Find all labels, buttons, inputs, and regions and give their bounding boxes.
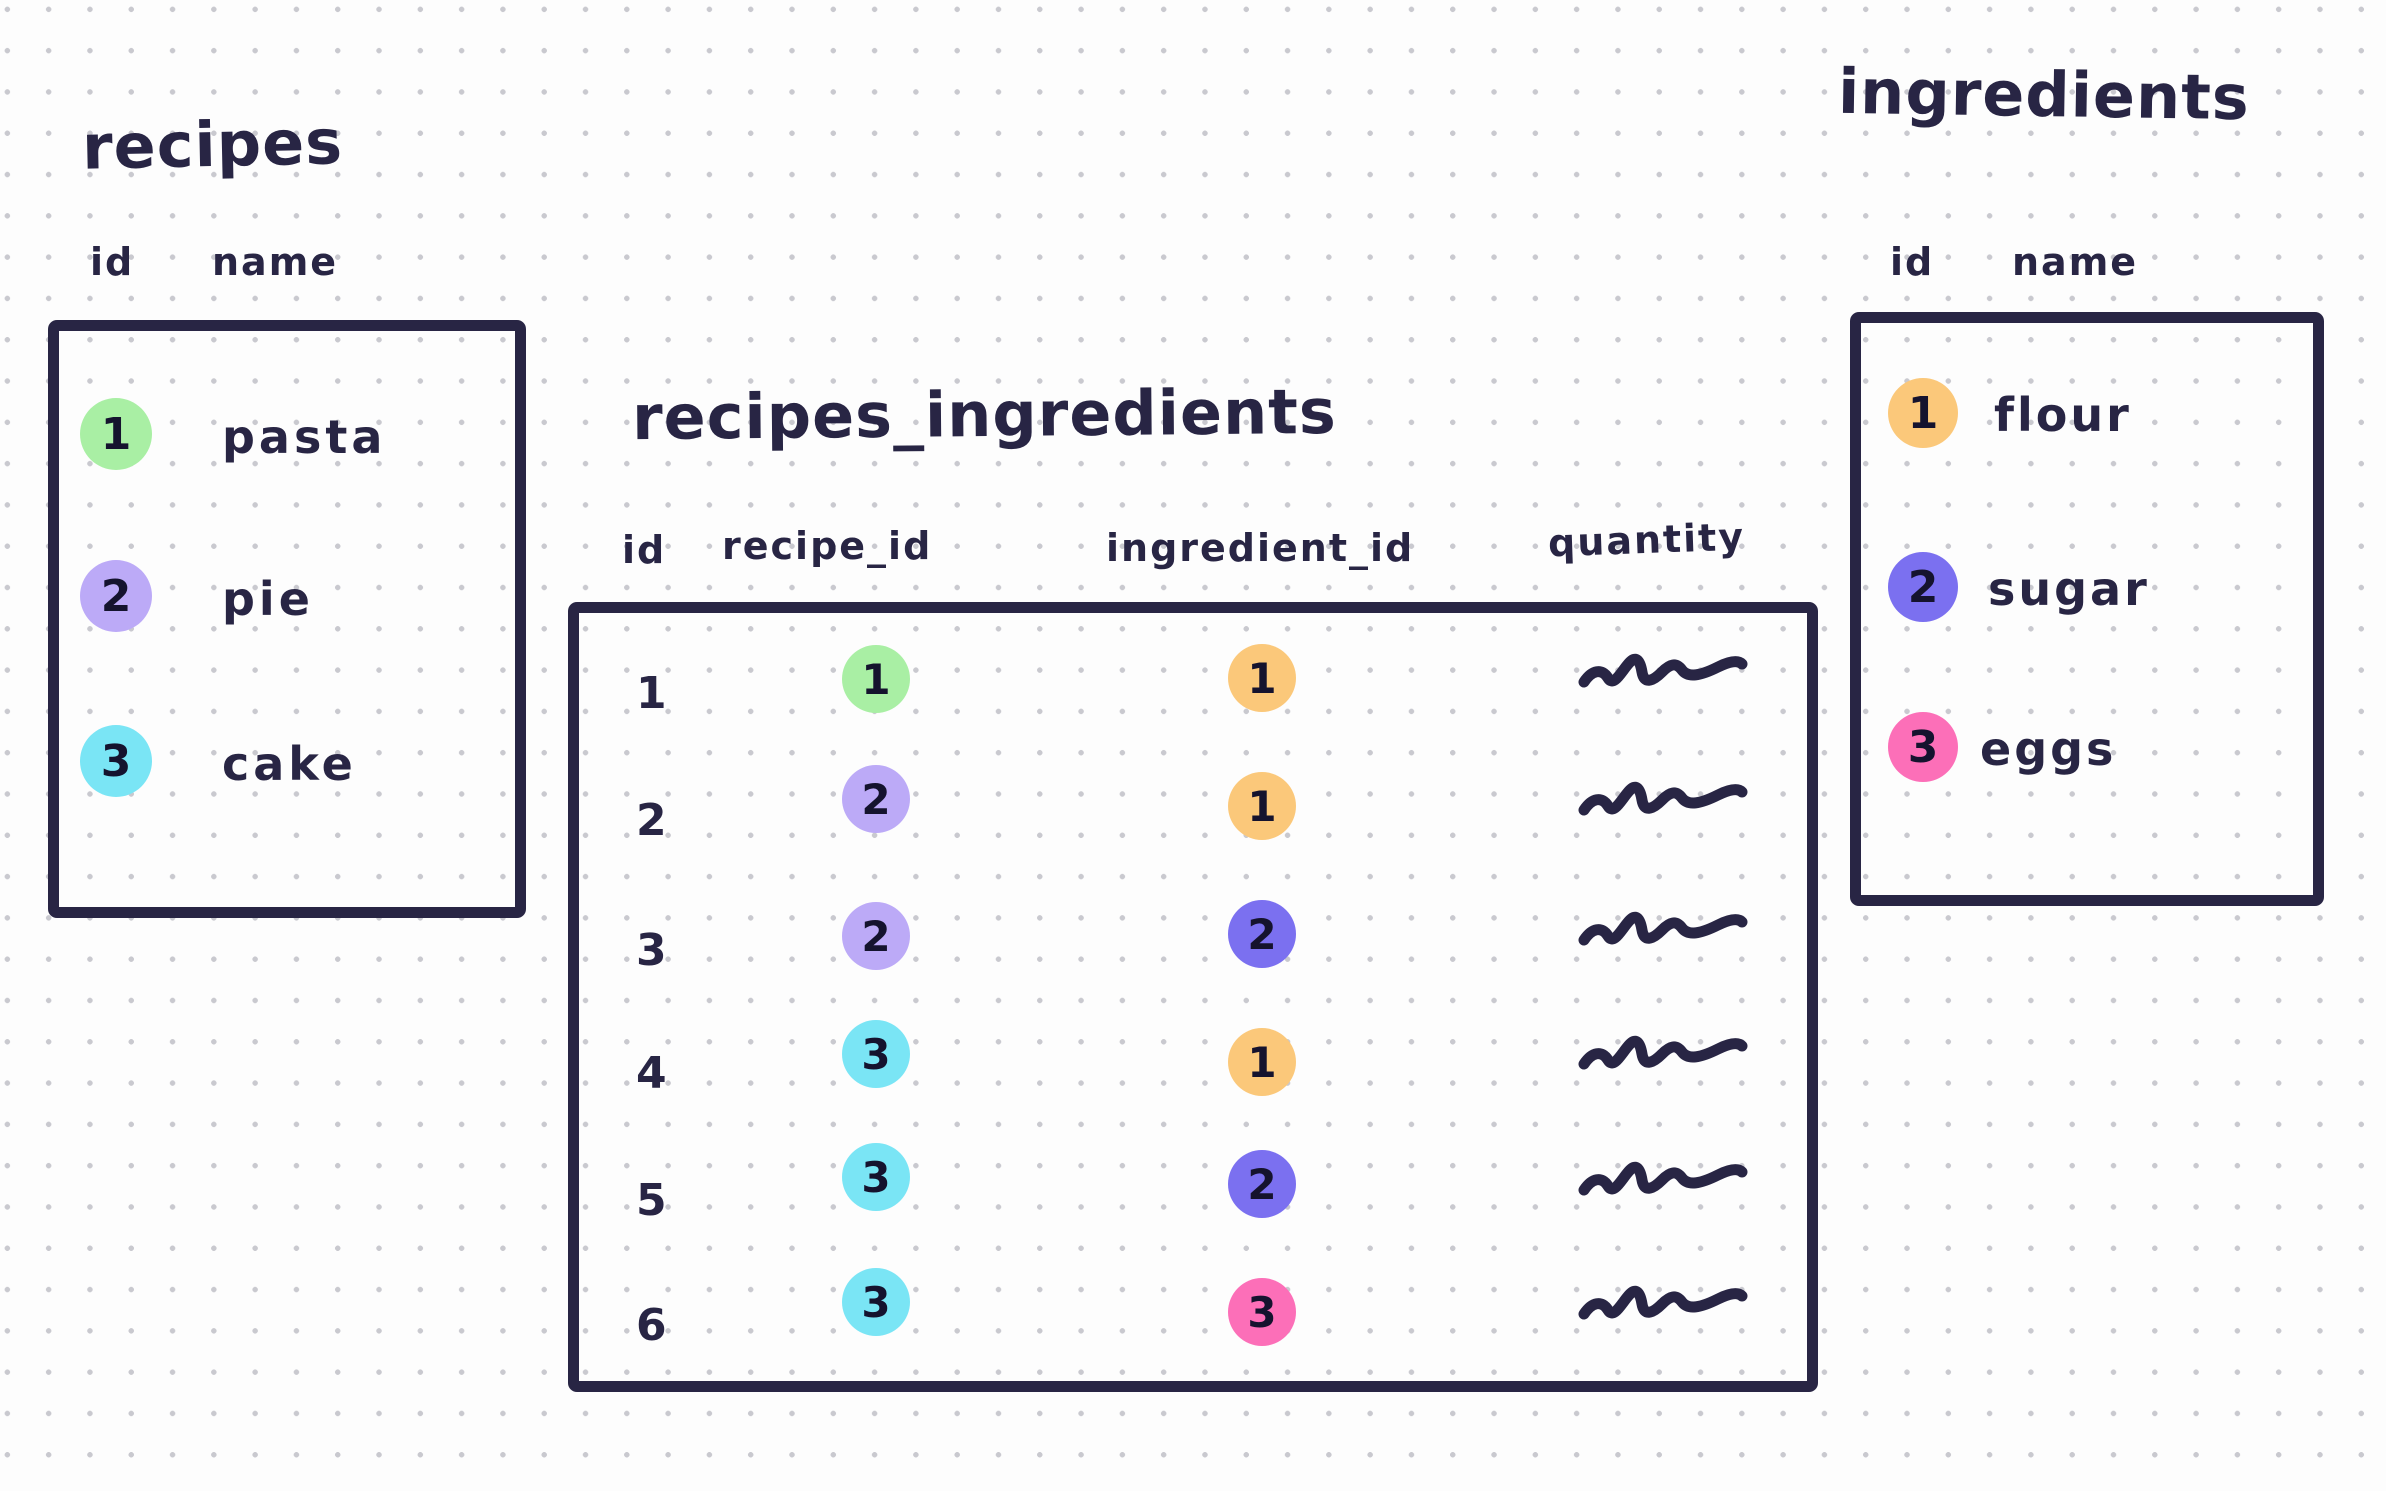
recipes-id-badge: 3 bbox=[80, 725, 152, 797]
junction-column-header-ingredient-id: ingredient_id bbox=[1106, 526, 1415, 570]
junction-id-cell: 1 bbox=[636, 668, 667, 719]
ingredients-name-cell: flour bbox=[1994, 388, 2132, 442]
junction-id-cell: 4 bbox=[636, 1048, 667, 1099]
junction-column-header-recipe-id: recipe_id bbox=[722, 524, 933, 568]
junction-id-cell: 6 bbox=[636, 1300, 667, 1351]
recipes-ingredients-table-box bbox=[568, 602, 1818, 1392]
quantity-squiggle-icon bbox=[1578, 781, 1748, 816]
quantity-squiggle-icon bbox=[1578, 911, 1748, 946]
ingredients-column-header-id: id bbox=[1890, 240, 1935, 284]
recipes-table-title: recipes bbox=[81, 105, 344, 184]
ingredients-table-title: ingredients bbox=[1837, 54, 2251, 135]
recipes-ingredients-table-title: recipes_ingredients bbox=[631, 374, 1338, 455]
junction-ingredient-id-badge: 1 bbox=[1228, 772, 1296, 840]
ingredients-id-badge: 3 bbox=[1888, 712, 1958, 782]
recipes-name-cell: pie bbox=[222, 572, 314, 626]
junction-recipe-id-badge: 3 bbox=[842, 1268, 910, 1336]
ingredients-id-badge: 2 bbox=[1888, 552, 1958, 622]
recipes-id-badge: 2 bbox=[80, 560, 152, 632]
ingredients-name-cell: eggs bbox=[1980, 722, 2117, 776]
junction-id-cell: 3 bbox=[636, 925, 667, 976]
junction-recipe-id-badge: 2 bbox=[842, 765, 910, 833]
recipes-name-cell: cake bbox=[222, 737, 357, 791]
junction-recipe-id-badge: 3 bbox=[842, 1020, 910, 1088]
ingredients-name-cell: sugar bbox=[1988, 562, 2150, 616]
junction-column-header-id: id bbox=[622, 528, 667, 572]
ingredients-id-badge: 1 bbox=[1888, 378, 1958, 448]
junction-recipe-id-badge: 3 bbox=[842, 1143, 910, 1211]
quantity-squiggle-icon bbox=[1578, 653, 1748, 688]
junction-ingredient-id-badge: 3 bbox=[1228, 1278, 1296, 1346]
junction-recipe-id-badge: 1 bbox=[842, 645, 910, 713]
recipes-table-box bbox=[48, 320, 526, 918]
junction-ingredient-id-badge: 2 bbox=[1228, 900, 1296, 968]
ingredients-column-header-name: name bbox=[2012, 240, 2139, 284]
junction-column-header-quantity: quantity bbox=[1547, 514, 1746, 566]
junction-id-cell: 5 bbox=[636, 1175, 667, 1226]
junction-ingredient-id-badge: 1 bbox=[1228, 644, 1296, 712]
junction-id-cell: 2 bbox=[636, 795, 667, 846]
recipes-id-badge: 1 bbox=[80, 398, 152, 470]
ingredients-table-box bbox=[1850, 312, 2324, 906]
junction-ingredient-id-badge: 2 bbox=[1228, 1150, 1296, 1218]
junction-recipe-id-badge: 2 bbox=[842, 902, 910, 970]
quantity-squiggle-icon bbox=[1578, 1035, 1748, 1070]
recipes-name-cell: pasta bbox=[222, 410, 387, 464]
recipes-column-header-id: id bbox=[90, 240, 135, 284]
junction-ingredient-id-badge: 1 bbox=[1228, 1028, 1296, 1096]
quantity-squiggle-icon bbox=[1578, 1285, 1748, 1320]
quantity-squiggle-icon bbox=[1578, 1161, 1748, 1196]
recipes-column-header-name: name bbox=[212, 240, 339, 284]
